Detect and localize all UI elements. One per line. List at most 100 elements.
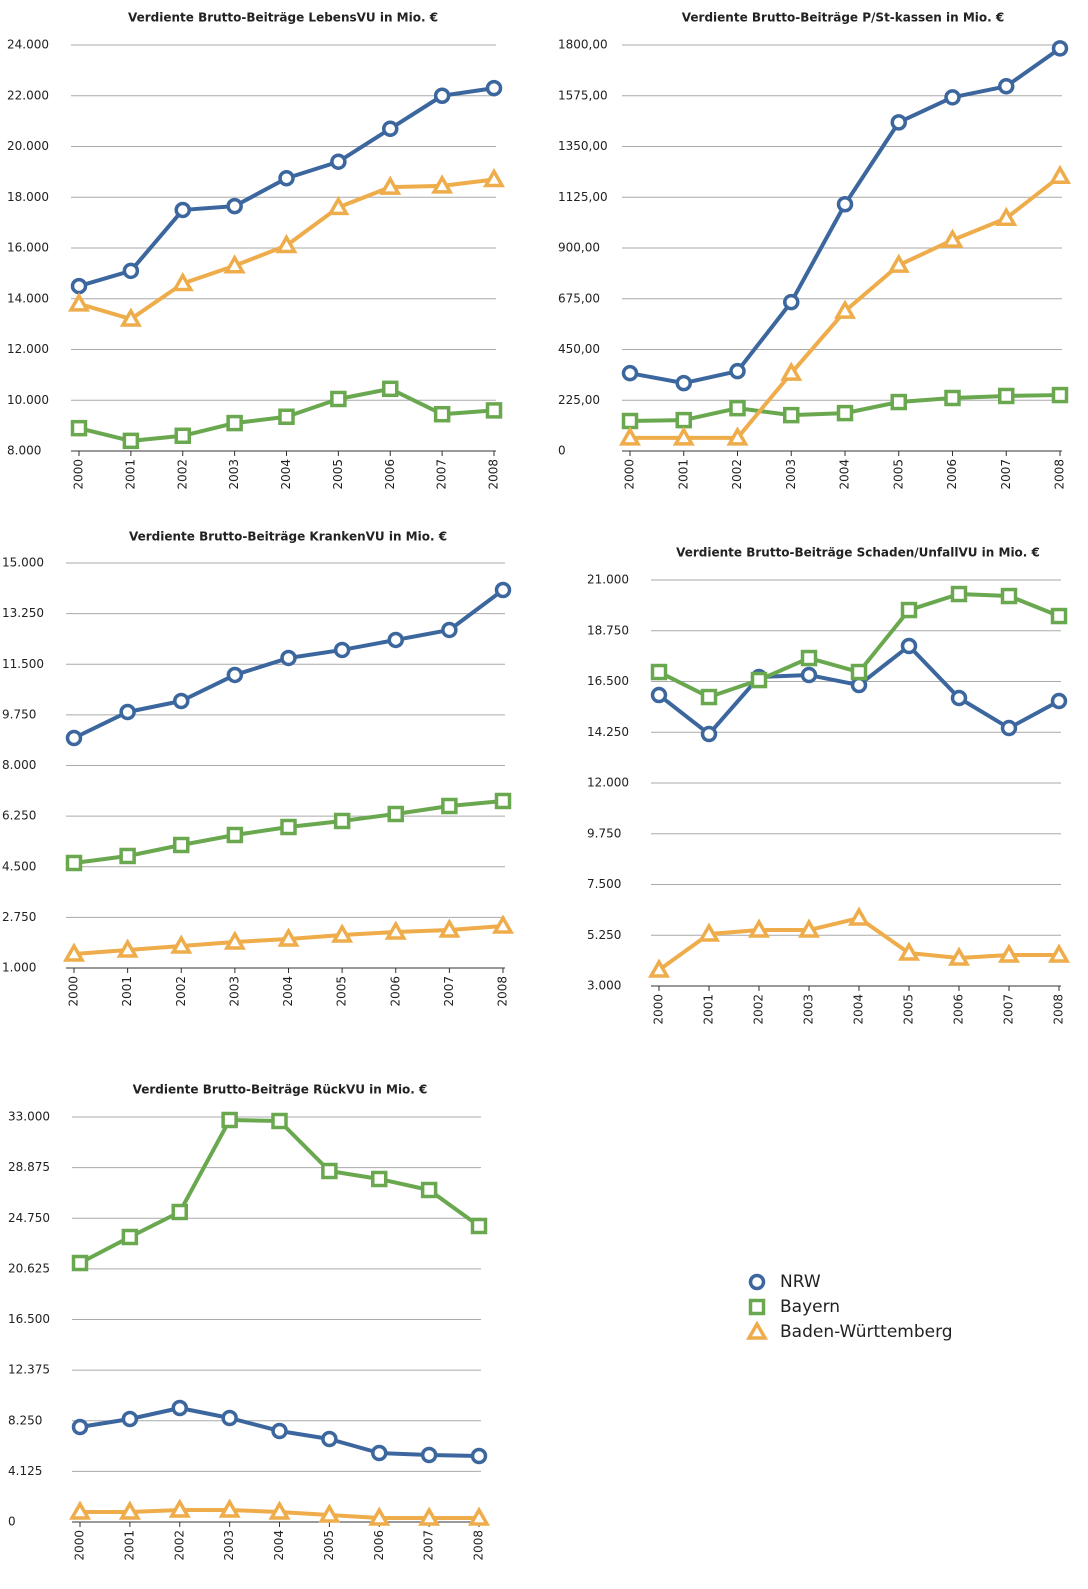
y-tick-label: 9.750 xyxy=(587,826,621,840)
point xyxy=(618,426,642,446)
y-tick-label: 24.750 xyxy=(8,1211,50,1225)
point xyxy=(621,412,639,430)
y-tick-label: 3.000 xyxy=(587,979,621,993)
point xyxy=(797,918,821,938)
point xyxy=(441,621,458,639)
x-tick-label: 2000 xyxy=(72,459,86,490)
y-tick-label: 10.000 xyxy=(7,393,49,407)
x-tick-label: 2001 xyxy=(123,459,137,490)
y-tick-label: 16.500 xyxy=(587,674,629,688)
x-tick-label: 2007 xyxy=(999,459,1013,490)
point xyxy=(494,581,512,599)
point xyxy=(850,676,868,694)
point xyxy=(221,1409,238,1427)
x-tick-label: 2002 xyxy=(730,459,744,490)
point xyxy=(226,826,244,844)
point xyxy=(485,79,503,97)
point xyxy=(330,390,347,408)
point xyxy=(847,906,871,926)
x-tick-label: 2008 xyxy=(1052,994,1066,1025)
point xyxy=(116,938,139,958)
series-line xyxy=(79,1117,481,1265)
y-tick-label: 28.875 xyxy=(8,1160,50,1174)
point xyxy=(121,1410,139,1428)
point xyxy=(650,686,668,704)
point xyxy=(226,414,243,432)
point xyxy=(331,923,354,943)
legend-marker xyxy=(748,1273,766,1291)
x-tick-label: 2005 xyxy=(891,459,905,490)
point xyxy=(171,1203,188,1221)
point xyxy=(278,169,295,187)
point xyxy=(900,637,918,655)
y-tick-label: 675,00 xyxy=(558,291,600,305)
point xyxy=(1051,40,1069,57)
y-tick-label: 900,00 xyxy=(558,241,600,255)
x-tick-label: 2006 xyxy=(945,459,959,490)
point xyxy=(330,153,347,170)
y-tick-label: 11.500 xyxy=(2,657,44,671)
legend-marker xyxy=(745,1320,769,1340)
point xyxy=(1050,692,1068,710)
y-tick-label: 22.000 xyxy=(7,88,49,102)
x-tick-label: 2007 xyxy=(422,1530,436,1561)
x-tick-label: 2003 xyxy=(802,994,816,1025)
point xyxy=(70,419,88,437)
point xyxy=(950,585,968,603)
y-tick-label: 1350,00 xyxy=(558,139,608,153)
point xyxy=(433,87,451,104)
point xyxy=(700,688,718,706)
y-tick-label: 9.750 xyxy=(2,707,36,721)
point xyxy=(800,649,818,667)
point xyxy=(173,836,190,854)
x-tick-label: 2002 xyxy=(175,459,189,490)
y-tick-label: 8.000 xyxy=(2,758,36,772)
y-tick-label: 1.000 xyxy=(2,961,36,975)
x-tick-label: 2003 xyxy=(227,459,241,490)
point xyxy=(621,364,639,382)
point xyxy=(944,89,961,106)
point xyxy=(726,426,749,446)
point xyxy=(371,1444,388,1462)
point xyxy=(482,167,506,188)
point xyxy=(268,1500,291,1520)
point xyxy=(900,601,918,619)
point xyxy=(226,197,243,215)
y-tick-label: 16.500 xyxy=(8,1312,50,1326)
point xyxy=(65,854,83,872)
point xyxy=(333,641,351,659)
point xyxy=(467,1506,491,1526)
x-tick-label: 2003 xyxy=(784,459,798,490)
y-tick-label: 18.750 xyxy=(587,623,629,637)
x-tick-label: 2005 xyxy=(902,994,916,1025)
y-tick-label: 225,00 xyxy=(558,393,600,407)
x-tick-label: 2005 xyxy=(322,1530,336,1561)
x-tick-label: 2006 xyxy=(372,1530,386,1561)
point xyxy=(226,666,244,684)
chart-title: Verdiente Brutto-Beiträge LebensVU in Mi… xyxy=(128,11,438,25)
point xyxy=(697,922,721,942)
x-tick-label: 2002 xyxy=(174,976,188,1007)
point xyxy=(122,262,140,280)
y-tick-label: 24.000 xyxy=(7,38,49,52)
y-tick-label: 20.000 xyxy=(7,139,49,153)
point xyxy=(1000,587,1018,605)
point xyxy=(1051,386,1069,404)
y-tick-label: 12.000 xyxy=(7,342,49,356)
y-tick-label: 0 xyxy=(8,1515,16,1529)
point xyxy=(321,1430,338,1448)
y-tick-label: 16.000 xyxy=(7,241,49,255)
point xyxy=(275,233,298,254)
point xyxy=(438,918,461,938)
point xyxy=(783,293,800,311)
point xyxy=(65,729,83,747)
y-tick-label: 12.375 xyxy=(8,1363,50,1377)
x-tick-label: 2002 xyxy=(172,1530,186,1561)
x-tick-label: 2007 xyxy=(435,459,449,490)
y-tick-label: 450,00 xyxy=(558,342,600,356)
x-tick-label: 2006 xyxy=(388,976,402,1007)
point xyxy=(221,1111,238,1129)
point xyxy=(1048,164,1072,185)
point xyxy=(1047,943,1071,963)
point xyxy=(485,402,503,419)
